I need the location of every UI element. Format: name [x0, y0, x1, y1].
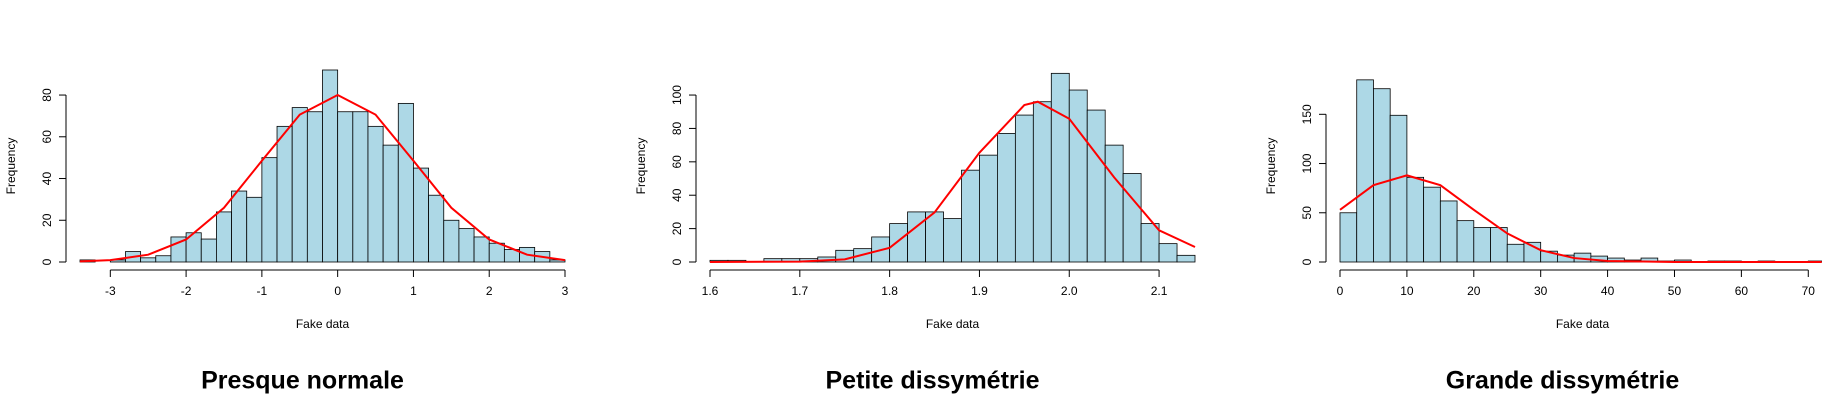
x-tick-label: 20	[1467, 284, 1481, 298]
x-tick-label: 30	[1534, 284, 1548, 298]
x-tick-label: 2	[486, 284, 493, 298]
y-tick-label: 150	[1300, 104, 1314, 124]
x-tick-label: 10	[1400, 284, 1414, 298]
bar	[1050, 72, 1070, 263]
bar	[428, 194, 445, 263]
x-axis-label: Fake data	[296, 317, 350, 331]
density-curve	[1339, 174, 1822, 263]
x-tick-label: 2.0	[1061, 284, 1078, 298]
bar	[1373, 88, 1391, 263]
bar	[413, 167, 429, 263]
bar	[1423, 186, 1441, 263]
bar	[367, 125, 384, 263]
bar	[382, 144, 399, 263]
bar	[261, 157, 278, 263]
x-tick-label: -2	[181, 284, 192, 298]
x-tick-label: 60	[1735, 284, 1749, 298]
chart-title: Presque normale	[201, 367, 404, 395]
y-tick-label: 100	[1300, 153, 1314, 173]
bar	[1389, 114, 1408, 263]
bar	[155, 255, 172, 263]
y-tick-label: 40	[670, 188, 684, 202]
bar	[216, 211, 232, 263]
bar	[961, 169, 980, 263]
bar	[1086, 109, 1106, 263]
bar	[1014, 114, 1034, 263]
y-tick-label: 80	[40, 88, 54, 102]
bar	[1406, 176, 1425, 263]
x-tick-label: 1.6	[702, 284, 719, 298]
bar	[1506, 243, 1525, 263]
bar	[1473, 227, 1491, 263]
bar	[1356, 79, 1374, 263]
bar	[1456, 220, 1475, 263]
bar	[1122, 173, 1142, 263]
bar	[1158, 243, 1178, 263]
bar	[291, 107, 308, 263]
y-tick-label: 40	[40, 172, 54, 186]
y-tick-label: 20	[40, 213, 54, 227]
bar	[140, 257, 157, 263]
x-tick-label: -1	[257, 284, 268, 298]
y-tick-label: 80	[670, 121, 684, 135]
bar	[1140, 223, 1160, 263]
bar	[443, 219, 460, 263]
bar	[907, 211, 926, 263]
bar	[337, 111, 354, 263]
y-tick-label: 100	[670, 85, 684, 105]
y-tick-label: 60	[40, 130, 54, 144]
x-tick-label: 70	[1802, 284, 1816, 298]
x-tick-label: 0	[1337, 284, 1344, 298]
bar	[925, 211, 944, 263]
x-axis-label: Fake data	[926, 317, 980, 331]
y-axis-label: Frequency	[4, 138, 18, 195]
x-tick-label: 1.9	[971, 284, 988, 298]
bar	[306, 111, 323, 263]
x-tick-label: -3	[105, 284, 116, 298]
bar	[473, 236, 490, 263]
bar	[352, 111, 369, 263]
x-tick-label: 1.8	[881, 284, 898, 298]
y-tick-label: 0	[670, 258, 684, 265]
chart-title: Petite dissymétrie	[826, 367, 1040, 395]
y-axis-label: Frequency	[634, 138, 648, 195]
bar	[943, 218, 962, 263]
bar	[1104, 144, 1124, 263]
y-axis-label: Frequency	[1264, 138, 1278, 195]
x-tick-label: 1.7	[791, 284, 808, 298]
bar	[276, 125, 293, 263]
bar	[246, 196, 263, 263]
x-tick-label: 2.1	[1151, 284, 1168, 298]
bar	[889, 223, 908, 263]
bar	[1439, 200, 1458, 263]
bar	[1339, 212, 1358, 263]
bar	[488, 242, 505, 263]
y-tick-label: 0	[1300, 258, 1314, 265]
bar	[458, 228, 475, 263]
y-tick-label: 20	[670, 222, 684, 236]
chart-title: Grande dissymétrie	[1446, 367, 1680, 395]
x-tick-label: 0	[334, 284, 341, 298]
x-tick-label: 3	[562, 284, 569, 298]
density-curve	[79, 93, 566, 263]
density-curve	[709, 100, 1196, 263]
bar	[979, 154, 998, 263]
bar	[1068, 89, 1088, 263]
y-tick-label: 50	[1300, 206, 1314, 220]
bar	[1032, 101, 1052, 263]
bar	[200, 238, 217, 263]
bar	[397, 102, 414, 263]
x-axis-label: Fake data	[1556, 317, 1610, 331]
x-tick-label: 40	[1601, 284, 1615, 298]
x-tick-label: 1	[410, 284, 417, 298]
bar	[1176, 254, 1196, 263]
y-tick-label: 60	[670, 155, 684, 169]
bar	[997, 133, 1016, 263]
y-tick-label: 0	[40, 258, 54, 265]
x-tick-label: 50	[1668, 284, 1682, 298]
bar	[231, 190, 248, 263]
